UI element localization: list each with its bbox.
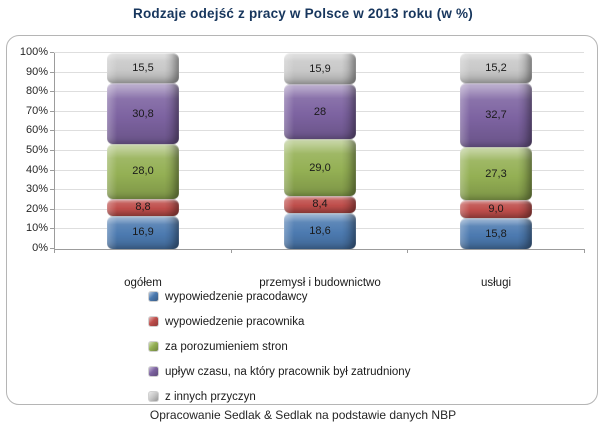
y-axis-tick [50,150,54,151]
bar-segment: 27,3 [460,146,532,201]
y-axis-tick [50,248,54,249]
data-label: 32,7 [485,108,507,121]
y-axis-tick [50,91,54,93]
y-axis-tick [50,110,54,112]
bar-segment: 18,6 [284,212,356,249]
legend-label: wypowiedzenie pracownika [165,315,305,328]
y-axis-tick-label: 50% [25,144,48,156]
bar-segment: 8,4 [284,196,356,213]
chart-title: Rodzaje odejść z pracy w Polsce w 2013 r… [133,6,473,21]
bar-segment: 28,0 [107,143,179,199]
stacked-bar-2: 18,6 8,4 29,0 28 15,9 [284,53,356,249]
y-axis-tick-label: 60% [25,124,48,137]
data-label: 15,2 [485,61,507,74]
legend-swatch-icon [149,392,158,401]
bar-segment: 8,8 [107,198,179,216]
data-label: 15,8 [485,227,507,240]
data-label: 8,4 [312,198,328,211]
y-axis-tick-label: 0% [32,242,48,254]
y-axis-tick [50,169,54,171]
bar-segment: 15,8 [460,218,532,249]
bar-segment: 15,5 [107,53,179,84]
y-axis-tick [50,71,54,73]
x-axis-tick [231,249,232,253]
data-label: 8,8 [135,201,151,214]
legend-swatch-icon [149,367,158,376]
data-label: 18,6 [309,224,331,237]
legend-label: upływ czasu, na który pracownik był zatr… [165,365,411,378]
legend-label: za porozumieniem stron [165,340,288,353]
data-label: 29,0 [309,161,331,174]
stacked-bar-1: 16,9 8,8 28,0 30,8 15,5 [107,53,179,249]
legend-label: z innych przyczyn [165,390,256,403]
legend-item: wypowiedzenie pracodawcy [149,284,410,309]
y-axis-tick [50,52,54,53]
data-label: 9,0 [488,203,504,216]
y-axis-tick-label: 40% [25,163,48,176]
y-axis-tick [50,130,54,132]
bar-segment: 16,9 [107,215,179,249]
y-axis-tick [50,189,54,191]
legend-item: z innych przyczyn [149,384,410,409]
data-label: 28 [313,105,327,118]
legend-swatch-icon [149,317,158,326]
x-axis-tick [54,249,55,253]
bar-segment: 9,0 [460,200,532,219]
data-label: 15,5 [132,62,154,75]
y-axis-tick-label: 30% [25,183,48,196]
plot-area: 0% 10% 20% 30% 40% 50% 60% 70% 80% 90% 100% 16,9 8,… [20,46,585,289]
x-axis-line [54,249,585,250]
bar-segment: 15,9 [284,53,356,85]
y-axis-tick-label: 80% [25,85,48,98]
y-axis-tick-label: 70% [25,104,48,117]
chart-frame: 0% 10% 20% 30% 40% 50% 60% 70% 80% 90% 100% 16,9 8,… [6,35,598,405]
chart-legend: wypowiedzenie pracodawcy wypowiedzenie pr… [149,284,410,409]
data-label: 30,8 [132,107,154,120]
y-axis-tick [50,228,54,230]
category-label: przemysł i budownictwo [259,277,381,289]
gridline [54,52,584,53]
legend-item: za porozumieniem stron [149,334,410,359]
bar-segment: 28 [284,84,356,140]
y-axis-tick-label: 90% [25,65,48,78]
category-label: ogółem [124,277,162,289]
x-axis-tick [584,249,585,253]
bar-segment: 30,8 [107,83,179,144]
legend-swatch-icon [149,342,158,351]
y-axis-tick [50,208,54,210]
x-axis-tick [407,249,408,253]
stacked-bar-3: 15,8 9,0 27,3 32,7 15,2 [460,53,532,249]
legend-item: wypowiedzenie pracownika [149,309,410,334]
y-axis-line [54,53,55,250]
legend-swatch-icon [149,292,158,301]
y-axis-tick-label: 100% [19,46,48,58]
data-label: 16,9 [132,226,154,239]
y-axis-tick-label: 20% [25,202,48,215]
bar-segment: 15,2 [460,53,532,83]
bar-segment: 32,7 [460,82,532,147]
bar-segment: 29,0 [284,139,356,197]
category-label: usługi [480,277,512,289]
data-label: 15,9 [309,62,331,75]
data-label: 27,3 [485,167,507,180]
legend-item: upływ czasu, na który pracownik był zatr… [149,359,410,384]
y-axis-tick-label: 10% [25,222,48,235]
source-caption: Opracowanie Sedlak & Sedlak na podstawie… [149,408,457,422]
legend-label: wypowiedzenie pracodawcy [165,290,308,303]
data-label: 28,0 [132,165,154,178]
